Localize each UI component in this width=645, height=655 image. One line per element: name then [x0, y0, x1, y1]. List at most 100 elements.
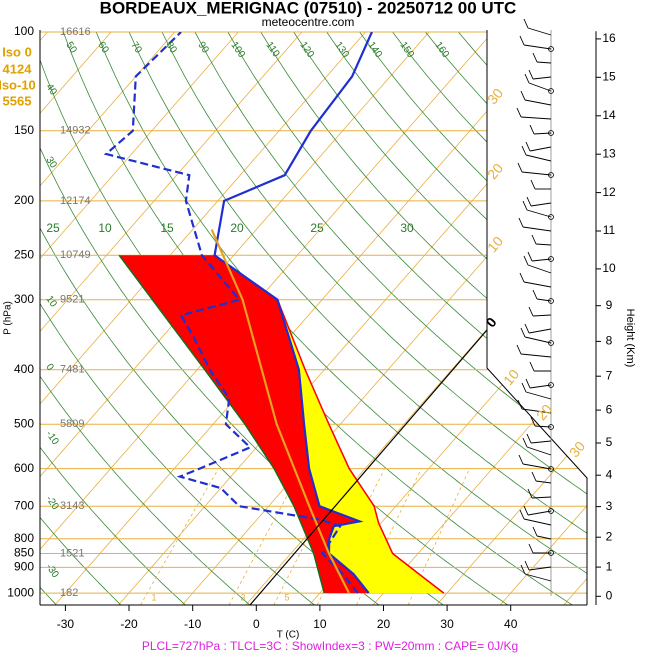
- barb: [527, 510, 552, 516]
- moist-label: 15: [160, 221, 174, 235]
- area: [119, 255, 369, 594]
- barb-feather: [521, 145, 527, 156]
- barb: [520, 353, 552, 358]
- barb-feather: [532, 52, 538, 63]
- y-tick-label: 500: [14, 416, 34, 430]
- barb-calm: [548, 172, 554, 178]
- barb-feather: [516, 107, 522, 118]
- y2-tick-label: 11: [603, 223, 616, 237]
- y2-tick-label: 1: [606, 559, 613, 573]
- geopotential-label: 182: [60, 587, 78, 599]
- barb-feather: [528, 306, 534, 317]
- barb-feather: [530, 179, 536, 190]
- geopotential-label: 14932: [60, 125, 91, 137]
- y-tick-label: 800: [14, 531, 34, 545]
- theta-label: 70: [128, 40, 144, 56]
- barb: [522, 463, 552, 470]
- y2-axis-label: Height (Km): [624, 309, 636, 368]
- theta-label: 150: [397, 40, 416, 60]
- barb-feather: [531, 234, 537, 245]
- barb: [524, 336, 552, 344]
- y2-tick-label: 0: [606, 588, 613, 602]
- x-tick-label: -20: [120, 617, 138, 631]
- y2-tick-label: 4: [606, 467, 613, 481]
- barb: [526, 446, 552, 456]
- y-tick-label: 200: [14, 193, 34, 207]
- mixing-ratio: [140, 468, 219, 605]
- barb-feather: [529, 124, 535, 135]
- barb: [535, 243, 552, 246]
- y-tick-label: 400: [14, 362, 34, 376]
- dry-adiabat: [40, 32, 315, 605]
- barb: [525, 154, 552, 162]
- labels: 1001502002503004005006007008008509001000…: [0, 24, 616, 631]
- isotherm: [499, 32, 587, 605]
- y-tick-label: 100: [14, 24, 34, 38]
- geopotential-label: 5809: [60, 418, 84, 430]
- dry-adiabat: [40, 32, 251, 605]
- barb-feather: [527, 488, 533, 499]
- isotherm: [436, 32, 587, 605]
- barb: [530, 440, 552, 444]
- iso-label: 5565: [3, 93, 32, 108]
- isotherm: [40, 32, 176, 605]
- barb: [535, 480, 552, 484]
- barb-calm: [548, 466, 554, 472]
- y2-tick-label: 3: [606, 499, 613, 513]
- barb-feather: [525, 141, 531, 152]
- x-tick-label: -10: [184, 617, 202, 631]
- dry-adiabat: [161, 32, 587, 605]
- geopotential-label: 16616: [60, 26, 91, 38]
- geopotential-label: 7481: [60, 364, 84, 376]
- moist-label: 25: [46, 221, 60, 235]
- y2-tick-label: 2: [606, 529, 613, 543]
- barb: [536, 535, 552, 540]
- barb-calm: [548, 256, 554, 262]
- iso-label: 4124: [3, 61, 33, 76]
- isotherm-label: 20: [533, 401, 555, 423]
- x-tick-label: -30: [57, 617, 75, 631]
- barb-feather: [520, 564, 526, 575]
- theta-label: 100: [228, 40, 247, 60]
- theta-label: 50: [63, 40, 79, 56]
- iso-label: Iso-10: [0, 77, 36, 92]
- isotherm-label: 30: [566, 438, 588, 460]
- barb-calm: [548, 508, 554, 514]
- barb: [529, 384, 552, 389]
- barb: [524, 99, 552, 106]
- area: [277, 299, 444, 594]
- barb-calm: [548, 298, 554, 304]
- barb-feather: [517, 162, 523, 173]
- adiabat-label: -20: [43, 494, 61, 513]
- x-tick-label: 20: [377, 617, 391, 631]
- chart-title: BORDEAUX_MERIGNAC (07510) - 20250712 00 …: [100, 0, 517, 17]
- barb: [521, 408, 552, 414]
- y2-tick-label: 10: [602, 261, 616, 275]
- barb-feather: [520, 90, 526, 101]
- y2-tick-label: 6: [606, 402, 613, 416]
- barb: [523, 281, 552, 288]
- adiabat-label: 40: [43, 82, 59, 98]
- isotherm: [40, 32, 112, 605]
- barb-feather: [519, 272, 525, 283]
- barb-feather: [519, 35, 525, 46]
- barb-calm: [548, 550, 554, 556]
- moist-label: 20: [230, 221, 244, 235]
- y-tick-label: 300: [14, 292, 34, 306]
- theta-label: 110: [263, 40, 281, 60]
- chart-subtitle: meteocentre.com: [262, 15, 355, 29]
- profile-line: [118, 254, 325, 594]
- theta-label: 90: [195, 40, 211, 56]
- mixing-label: 5: [284, 592, 289, 602]
- barb: [524, 573, 552, 582]
- barb-feather: [526, 196, 532, 207]
- barb-feather: [524, 323, 530, 334]
- barb-feather: [522, 437, 528, 448]
- adiabat-label: 0: [43, 362, 55, 373]
- profiles: [103, 32, 445, 594]
- barb: [529, 146, 552, 152]
- barb-feather: [518, 217, 524, 228]
- mixing-label: 3: [240, 592, 245, 602]
- dry-adiabat: [227, 32, 587, 605]
